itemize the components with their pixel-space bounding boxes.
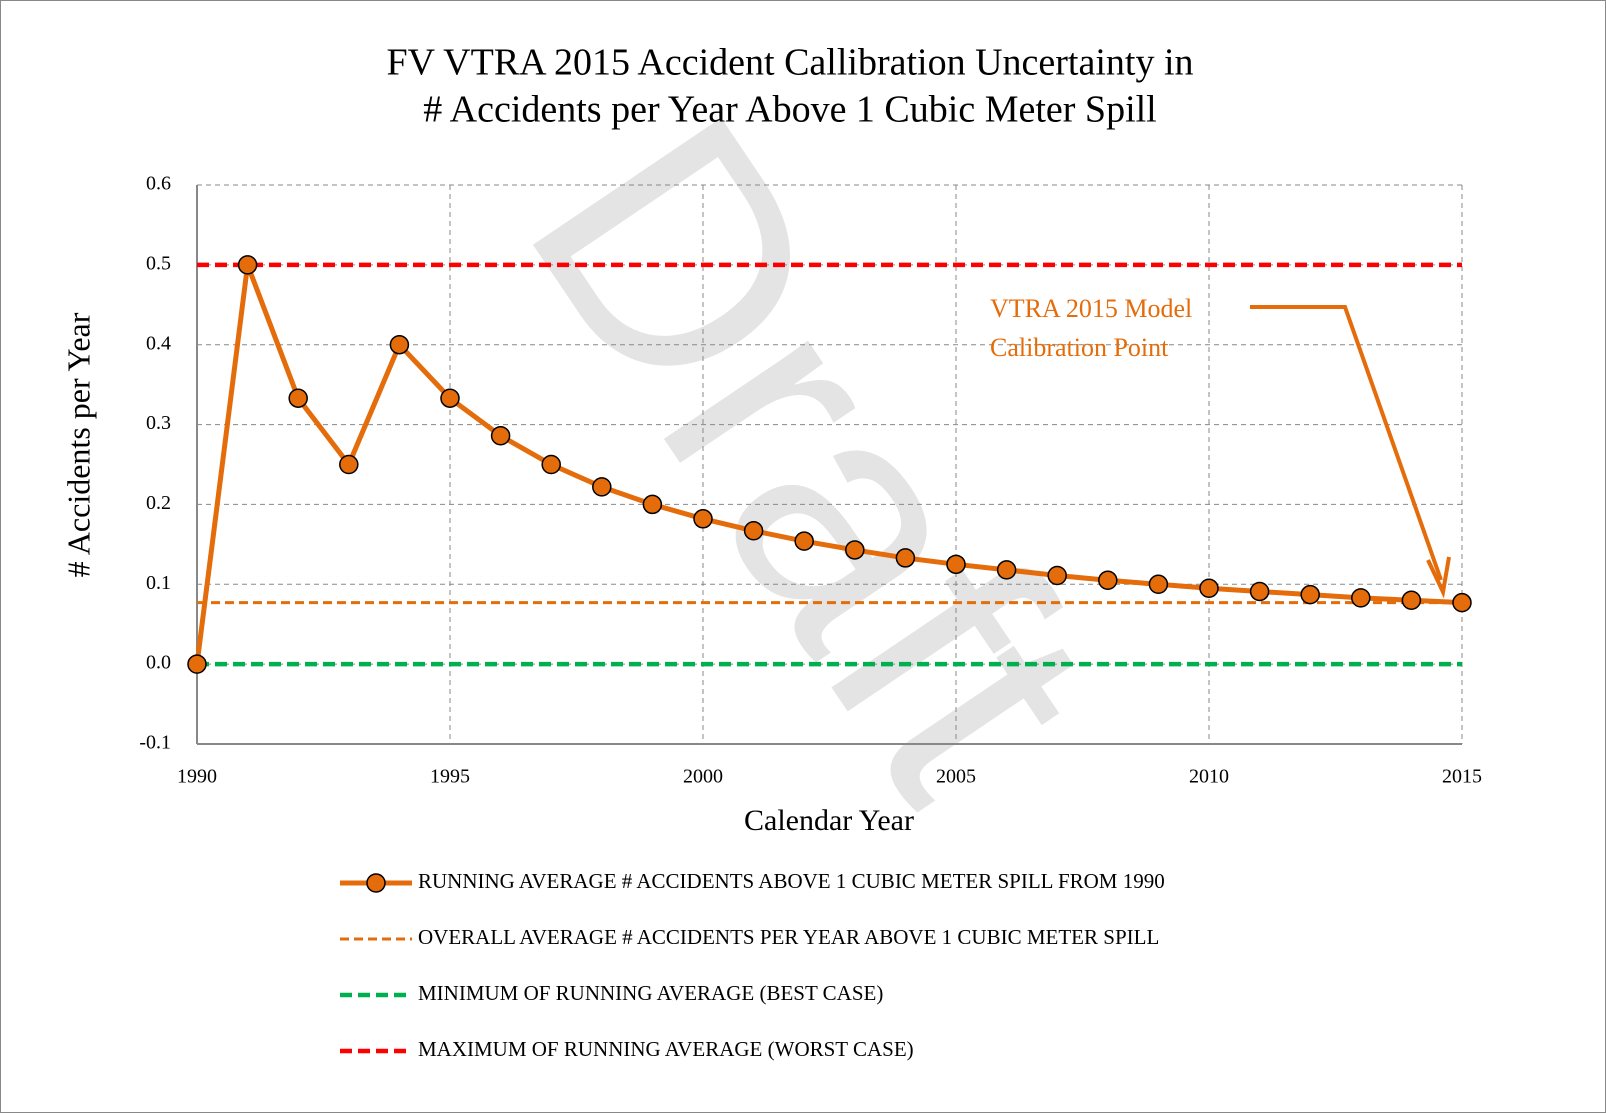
chart-title: # Accidents per Year Above 1 Cubic Meter… xyxy=(423,89,1157,131)
legend: RUNNING AVERAGE # ACCIDENTS ABOVE 1 CUBI… xyxy=(340,869,1165,1061)
data-point xyxy=(1098,570,1118,591)
x-tick-label: 2010 xyxy=(1189,766,1229,788)
data-point xyxy=(1452,592,1472,613)
y-tick-label: 0.4 xyxy=(146,332,171,354)
y-tick-label: 0.2 xyxy=(146,492,171,514)
y-tick-label: 0.3 xyxy=(146,412,171,434)
data-point xyxy=(389,334,410,355)
annotation-arrowhead xyxy=(1426,556,1451,599)
chart-title: FV VTRA 2015 Accident Callibration Uncer… xyxy=(386,42,1193,84)
data-point xyxy=(1300,584,1320,605)
data-point xyxy=(490,426,511,446)
data-point xyxy=(895,548,916,568)
data-point xyxy=(693,509,713,529)
legend-label: MINIMUM OF RUNNING AVERAGE (BEST CASE) xyxy=(418,981,883,1005)
y-tick-label: 0.5 xyxy=(146,252,171,274)
data-point xyxy=(187,654,207,674)
data-point xyxy=(743,521,764,541)
y-tick-label: 0.6 xyxy=(146,173,171,195)
data-point xyxy=(642,494,663,515)
data-point xyxy=(1249,581,1270,602)
x-tick-label: 1995 xyxy=(430,766,470,788)
y-tick-label: 0.1 xyxy=(146,572,171,594)
data-point xyxy=(1199,578,1219,599)
data-point xyxy=(794,531,814,551)
annotation-arrow xyxy=(1250,305,1443,581)
legend-label: OVERALL AVERAGE # ACCIDENTS PER YEAR ABO… xyxy=(418,925,1159,949)
data-point xyxy=(592,477,612,497)
y-tick-label: -0.1 xyxy=(139,732,171,754)
y-tick-label: 0.0 xyxy=(146,652,171,674)
annotation-text: Calibration Point xyxy=(990,333,1169,362)
x-tick-label: 2000 xyxy=(683,766,723,788)
data-point xyxy=(845,540,865,560)
data-point xyxy=(288,388,308,408)
data-point xyxy=(1401,590,1422,611)
annotation-text: VTRA 2015 Model xyxy=(990,294,1192,323)
x-tick-label: 2015 xyxy=(1442,766,1482,788)
data-point xyxy=(237,255,258,275)
y-axis-label: # Accidents per Year xyxy=(60,312,96,577)
data-point xyxy=(946,554,966,575)
data-point xyxy=(1351,588,1371,608)
data-point xyxy=(541,454,561,475)
data-point xyxy=(1148,574,1169,595)
plot-area: -0.1 0.0 0.1 0.2 0.3 0.4 0.5 0.6 1990 1995 2000 200… xyxy=(139,173,1482,788)
data-point xyxy=(996,560,1017,580)
legend-marker xyxy=(366,873,386,893)
x-axis-label: Calendar Year xyxy=(744,804,914,837)
x-tick-label: 2005 xyxy=(936,766,976,788)
data-point xyxy=(339,454,359,475)
data-point xyxy=(440,388,460,408)
x-tick-label: 1990 xyxy=(177,766,217,788)
data-point xyxy=(1047,565,1067,586)
legend-label: RUNNING AVERAGE # ACCIDENTS ABOVE 1 CUBI… xyxy=(418,869,1165,893)
annotation: VTRA 2015 Model Calibration Point xyxy=(990,294,1451,599)
legend-label: MAXIMUM OF RUNNING AVERAGE (WORST CASE) xyxy=(418,1037,914,1061)
